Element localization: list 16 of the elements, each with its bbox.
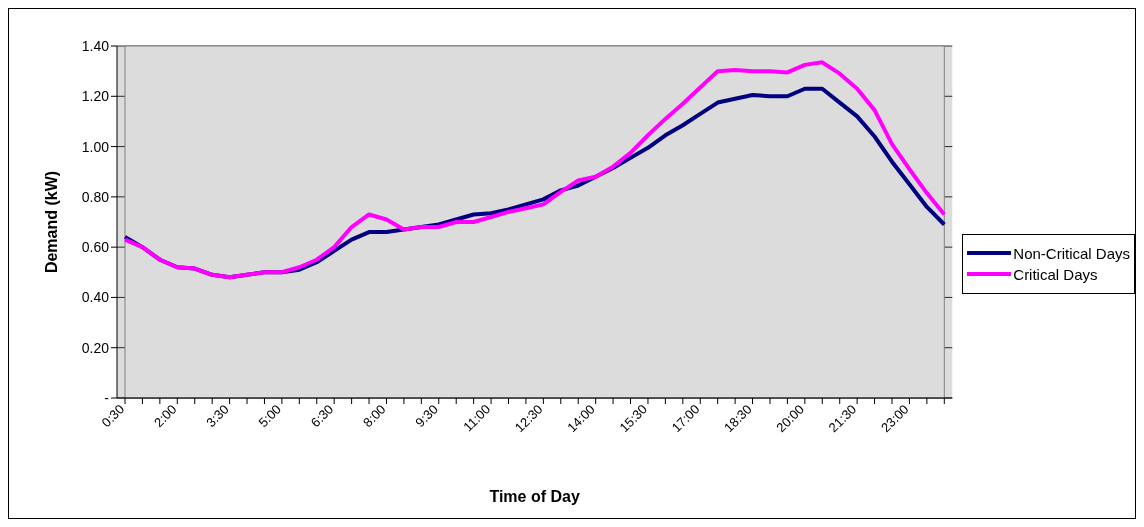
x-tick-label: 9:30 [412,401,441,431]
y-tick-label: 0.80 [81,188,110,205]
y-tick-label: 1.40 [81,37,110,54]
y-tick-label: 1.20 [81,88,110,105]
x-axis-title: Time of Day [489,488,580,505]
y-tick-label: 0.20 [81,339,110,356]
legend-label: Non-Critical Days [1013,244,1130,262]
legend-label: Critical Days [1013,265,1098,283]
x-tick-label: 3:30 [203,401,232,431]
y-tick-label: 0.40 [81,289,110,306]
x-tick-label: 6:30 [307,401,337,431]
y-tick-label: 0.60 [81,239,110,256]
x-tick-label: 5:00 [255,401,285,431]
x-tick-label: 8:00 [360,401,389,431]
y-tick-label: 1.00 [81,138,110,155]
y-axis-title: Demand (kW) [42,170,60,274]
